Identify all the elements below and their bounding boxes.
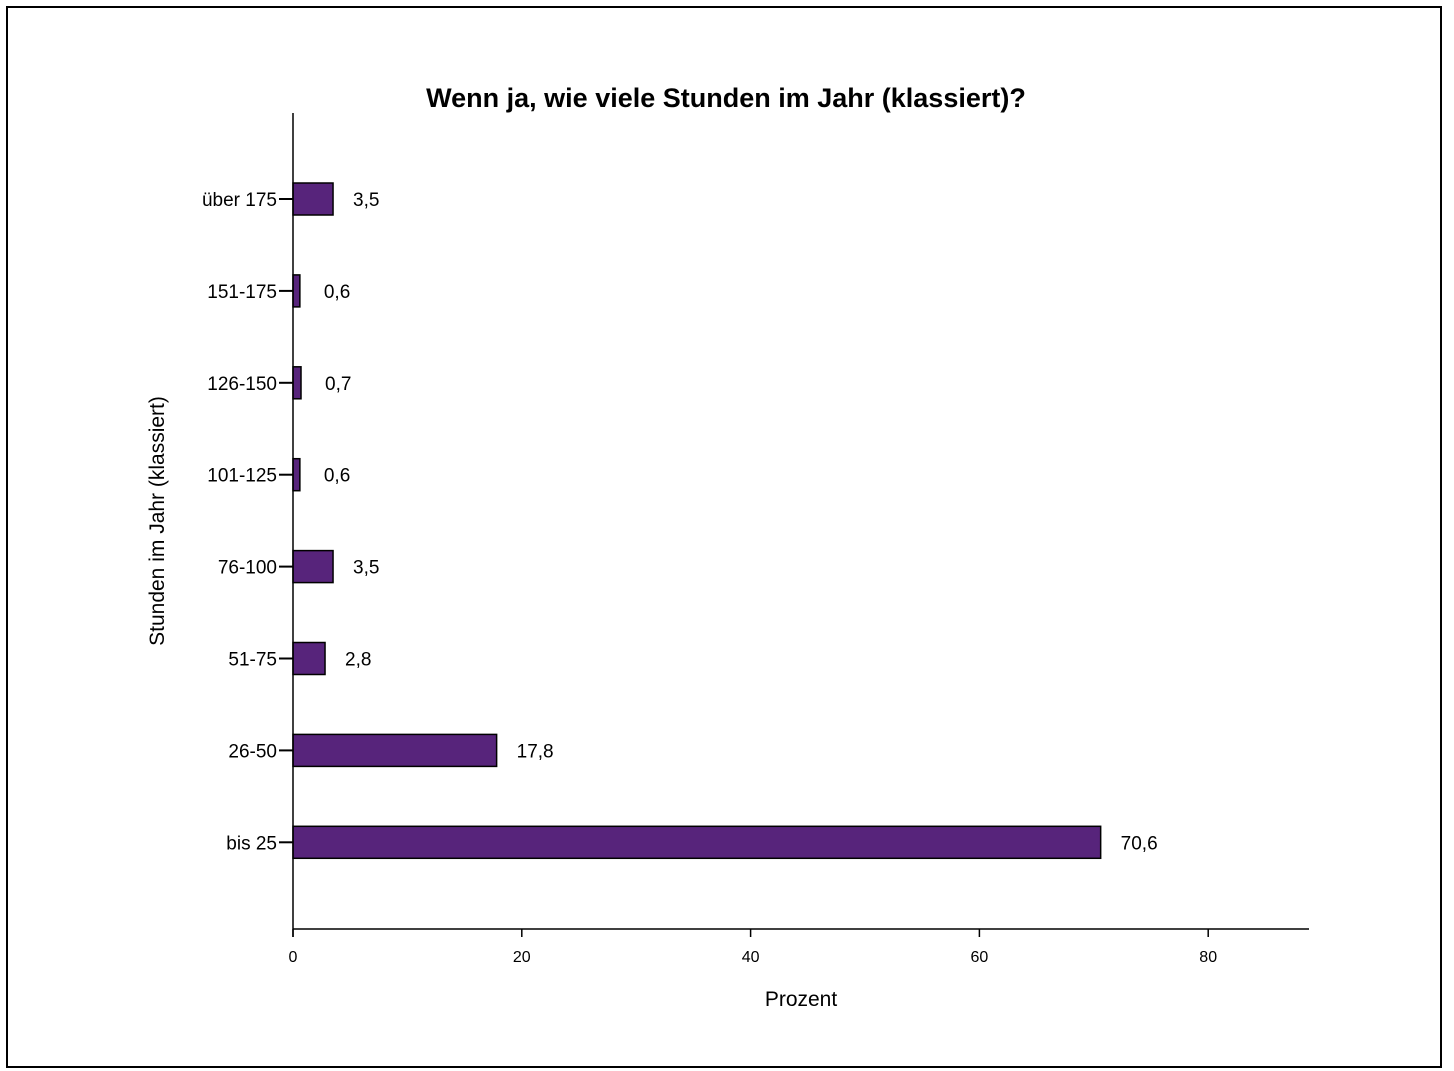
bar (292, 549, 334, 584)
bar (292, 641, 326, 676)
x-tick-label: 80 (1199, 949, 1217, 966)
x-tick-label: 20 (513, 949, 531, 966)
category-label: bis 25 (226, 833, 277, 854)
x-tick-label: 60 (971, 949, 989, 966)
category-label: über 175 (202, 190, 277, 211)
category-label: 26-50 (228, 741, 277, 762)
bar (292, 366, 302, 400)
category-label: 101-125 (207, 466, 277, 487)
data-label: 2,8 (345, 650, 371, 671)
bar (292, 182, 334, 216)
x-axis-label: Prozent (765, 988, 838, 1011)
category-label: 51-75 (228, 650, 277, 671)
x-tick-label: 40 (742, 949, 760, 966)
data-label: 0,7 (325, 374, 351, 395)
x-tick-label: 0 (289, 949, 298, 966)
bar (292, 733, 498, 768)
axes-layer: über 175 151-175 126-150 101-125 76-100 51-75… (202, 113, 1309, 966)
bars-layer: 3,5 0,6 0,7 0,6 3,5 2,8 17,8 70,6 (292, 182, 1158, 860)
data-label: 17,8 (517, 741, 554, 762)
bar (292, 825, 1102, 860)
data-label: 70,6 (1121, 833, 1158, 854)
data-label: 0,6 (324, 282, 350, 303)
chart-frame (6, 6, 1442, 1068)
data-label: 3,5 (353, 558, 379, 579)
category-label: 76-100 (218, 558, 277, 579)
data-label: 3,5 (353, 190, 379, 211)
data-label: 0,6 (324, 466, 350, 487)
bar (292, 457, 301, 492)
chart-title: Wenn ja, wie viele Stunden im Jahr (klas… (426, 83, 1026, 113)
bar (292, 274, 301, 308)
y-axis-label: Stunden im Jahr (klassiert) (146, 396, 169, 646)
category-label: 151-175 (207, 282, 277, 303)
category-label: 126-150 (207, 374, 277, 395)
